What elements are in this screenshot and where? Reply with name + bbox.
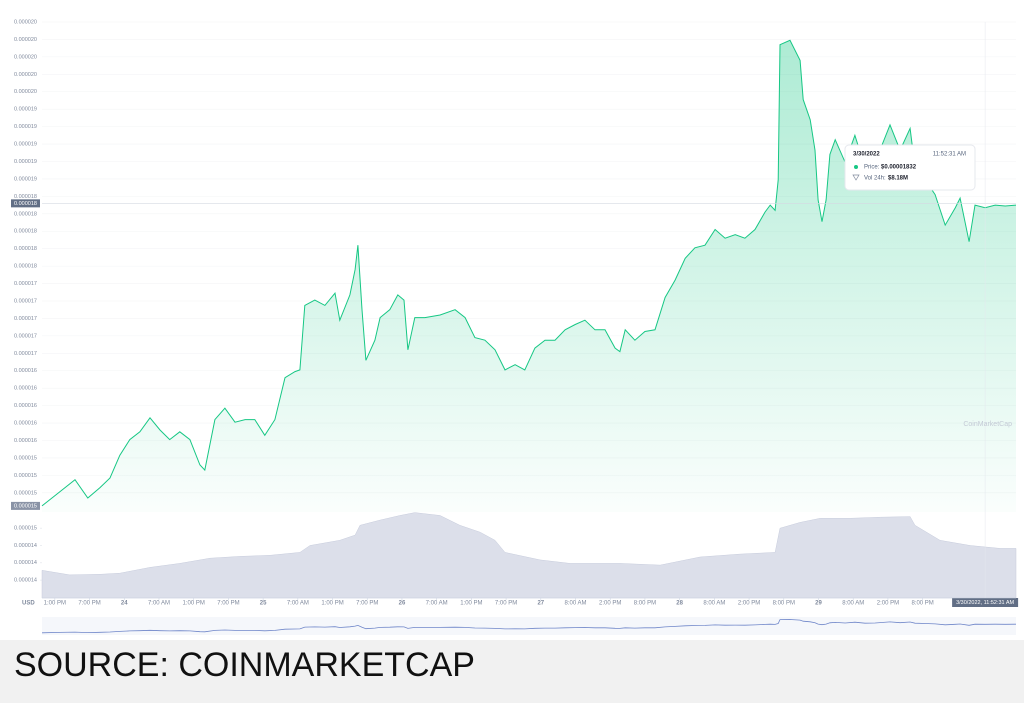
x-tick-label: 1:00 PM (460, 601, 482, 607)
crosshair-label: 3/30/2022, 11:52:31 AM (956, 600, 1014, 606)
y-tick-label: 0.000020 (14, 72, 37, 78)
watermark: CoinMarketCap (963, 421, 1012, 428)
tooltip-volume: $8.18M (888, 176, 908, 182)
y-tick-label: 0.000017 (14, 333, 37, 339)
navigator-line (41, 619, 1017, 634)
tooltip-icon (852, 174, 860, 181)
y-tick-label: 0.000016 (14, 386, 37, 392)
y-tick-label: 0.000015 (14, 455, 37, 461)
tooltip: 3/30/2022 11:52:31 AM Price: $0.00001832… (844, 144, 976, 191)
tooltip-price-label: Price: (864, 165, 880, 171)
y-tick-label: 0.000020 (14, 89, 37, 95)
price-marker-label: 0.000018 (14, 201, 37, 207)
y-tick-label: 0.000020 (14, 19, 37, 25)
y-tick-label: 0.000019 (14, 159, 37, 165)
y-tick-label: 0.000016 (14, 368, 37, 374)
y-tick-label: 0.000020 (14, 54, 37, 60)
x-tick-label: 8:00 AM (565, 601, 587, 607)
y2-tick-label: 0.000015 (14, 526, 37, 532)
x-tick-label: 7:00 PM (356, 601, 378, 607)
x-tick-label: 7:00 AM (287, 601, 309, 607)
min-marker-box (11, 501, 40, 510)
x-tick-label: 1:00 PM (183, 601, 205, 607)
tooltip-dot (854, 165, 858, 169)
x-tick-label: 8:00 AM (703, 601, 725, 607)
y-tick-label: 0.000015 (14, 490, 37, 496)
x-tick-label: 2:00 PM (877, 601, 899, 607)
y2-tick-label: 0.000014 (14, 560, 37, 566)
y-tick-label: 0.000017 (14, 316, 37, 322)
y-tick-label: 0.000016 (14, 421, 37, 427)
y-tick-label: 0.000017 (14, 351, 37, 357)
y-tick-label: 0.000018 (14, 229, 37, 235)
x-tick-label: 8:00 AM (842, 601, 864, 607)
y-tick-label: 0.000015 (14, 473, 37, 479)
y-tick-label: 0.000018 (14, 211, 37, 217)
crosshair-label-box (952, 598, 1019, 607)
x-tick-label: 7:00 PM (495, 601, 517, 607)
tooltip-box (844, 144, 976, 191)
y-tick-label: 0.000016 (14, 438, 37, 444)
x-tick-label: 25 (260, 601, 267, 607)
x-tick-label: 7:00 PM (78, 601, 100, 607)
y-tick-label: 0.000019 (14, 142, 37, 148)
tooltip-date: 3/30/2022 (853, 152, 880, 158)
y-tick-label: 0.000017 (14, 281, 37, 287)
min-marker-label: 0.000015 (14, 503, 37, 509)
y-tick-label: 0.000019 (14, 107, 37, 113)
x-tick-label: 2:00 PM (599, 601, 621, 607)
y-tick-label: 0.000018 (14, 246, 37, 252)
x-tick-label: 1:00 PM (321, 601, 343, 607)
caption-background (0, 640, 1024, 703)
tooltip-volume-label: Vol 24h: (864, 176, 886, 182)
caption: SOURCE: COINMARKETCAP (14, 646, 475, 684)
x-tick-label: 8:00 PM (773, 601, 795, 607)
x-tick-label: 27 (537, 601, 544, 607)
currency-label: USD (22, 601, 35, 607)
x-tick-label: 1:00 PM (44, 601, 66, 607)
y-tick-label: 0.000018 (14, 264, 37, 270)
x-tick-label: 7:00 PM (217, 601, 239, 607)
x-tick-label: 7:00 AM (426, 601, 448, 607)
y-tick-label: 0.000017 (14, 298, 37, 304)
y-tick-label: 0.000016 (14, 403, 37, 409)
y-tick-label: 0.000019 (14, 176, 37, 182)
price-area (42, 40, 1016, 513)
x-tick-label: 7:00 AM (148, 601, 170, 607)
navigator-background (42, 617, 1016, 635)
x-tick-label: 2:00 PM (738, 601, 760, 607)
x-tick-label: 29 (815, 601, 822, 607)
x-tick-label: 8:00 PM (634, 601, 656, 607)
y2-tick-label: 0.000014 (14, 578, 37, 584)
x-tick-label: 24 (121, 601, 128, 607)
tooltip-price: $0.00001832 (881, 165, 917, 171)
y-tick-label: 0.000019 (14, 124, 37, 130)
price-line (41, 39, 1017, 507)
y-tick-label: 0.000018 (14, 194, 37, 200)
plot: 0.000020 0.000020 0.000020 0.000020 0.000020… (11, 19, 1019, 635)
y2-tick-label: 0.000014 (14, 543, 37, 549)
y-tick-label: 0.000020 (14, 37, 37, 43)
x-tick-label: 8:00 PM (911, 601, 933, 607)
price-marker-box (11, 199, 40, 208)
x-tick-label: 26 (399, 601, 406, 607)
tooltip-time: 11:52:31 AM (933, 152, 966, 158)
x-tick-label: 28 (676, 601, 683, 607)
volume-area (41, 512, 1017, 599)
